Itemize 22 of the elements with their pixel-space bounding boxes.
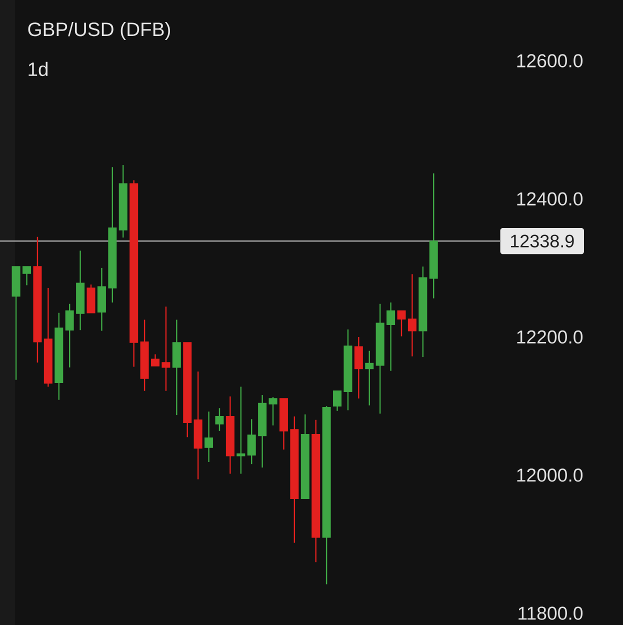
- candlestick: [204, 411, 214, 463]
- candlestick: [65, 303, 74, 368]
- y-tick-label: 12400.0: [517, 192, 583, 206]
- candlestick: [408, 274, 416, 357]
- candlestick: [162, 306, 170, 392]
- text: GBP/USD (DFB): [28, 22, 170, 40]
- candlestick: [247, 418, 256, 465]
- y-tick-label: 12000.0: [517, 468, 583, 482]
- candlestick: [215, 408, 224, 432]
- text: 1d: [28, 62, 48, 76]
- y-tick-label: 12200.0: [517, 330, 583, 344]
- candlestick: [386, 302, 396, 372]
- candlestick: [268, 396, 278, 426]
- y-tick-label: 12600.0: [517, 54, 583, 68]
- y-tick-label: 11800.0: [518, 606, 583, 620]
- candlestick: [333, 390, 342, 412]
- candlestick: [365, 350, 374, 406]
- candlestick: [354, 336, 363, 400]
- ref-line-label: 12338.9: [510, 234, 574, 248]
- candlestick: [397, 310, 406, 337]
- candlestick: [150, 354, 160, 367]
- candlestick: [22, 266, 32, 286]
